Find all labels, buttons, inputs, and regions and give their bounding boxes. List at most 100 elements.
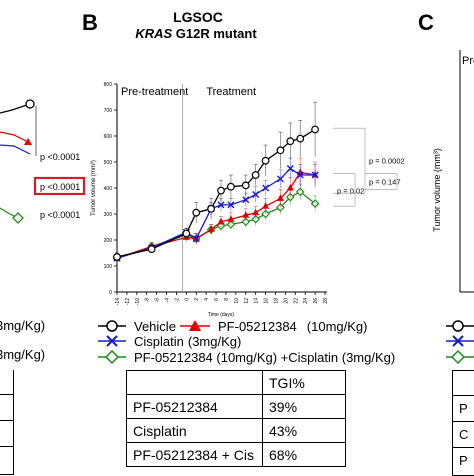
panel-b-subtitle: KRAS G12R mutant (135, 26, 257, 41)
series-line (116, 171, 316, 259)
panel-a-cisplatin-line (0, 144, 31, 155)
legend-pf-label: PF-05212384 (10mg/Kg) (218, 319, 367, 334)
legend-combo-marker (104, 349, 120, 365)
x-tick-label: 6 (214, 298, 220, 301)
x-tick-label: -10 (135, 298, 141, 305)
tgi-row-label: PF-05212384 + Cis (126, 442, 263, 467)
panel-c-legend-cisplatin-marker (452, 335, 464, 347)
y-tick-label: 0 (109, 290, 112, 296)
data-point (227, 182, 235, 191)
bracket-pf-combo (333, 173, 356, 207)
data-point (311, 125, 319, 134)
tgi-header: TGI% (262, 370, 346, 395)
legend-vehicle-marker (106, 320, 118, 332)
data-point (261, 156, 270, 165)
x-tick-label: -2 (174, 298, 180, 303)
tgi-row-value: 43% (262, 418, 346, 443)
x-tick-label: -8 (145, 298, 151, 303)
legend: Vehicle PF-05212384 (10mg/Kg) Cisplatin (3… (98, 319, 395, 365)
phase-label-treatment: Treatment (206, 86, 256, 98)
tgi-table: TGI% PF-05212384 39% Cisplatin 43% PF-05… (126, 370, 346, 467)
panel-a-table-partial (0, 370, 14, 475)
x-tick-label: -4 (165, 298, 171, 303)
data-point (252, 208, 260, 216)
data-point (217, 186, 225, 195)
pvalue-label: p = 0.147 (369, 178, 401, 187)
y-tick-label: 800 (104, 82, 113, 88)
x-tick-label: -14 (115, 298, 121, 305)
x-tick-label: 20 (283, 298, 289, 304)
x-tick-label: 16 (264, 298, 270, 304)
legend-cisplatin-dose: (3mg/Kg) (188, 334, 241, 349)
y-axis-label: Tumor volume (mm³) (91, 160, 97, 216)
x-tick-label: 8 (224, 298, 230, 301)
panel-a-vehicle-line (0, 103, 31, 114)
legend-cisplatin-label: Cisplatin (3mg/Kg) (134, 334, 241, 349)
x-tick-label: 10 (234, 298, 240, 304)
panel-b-letter: B (82, 10, 98, 35)
legend-vehicle-label: Vehicle (134, 319, 176, 334)
data-point (286, 184, 294, 191)
data-point (242, 196, 250, 204)
panel-a-vehicle-marker (25, 99, 35, 109)
panel-a-legend-frag-2: 3mg/Kg) (0, 347, 45, 362)
x-tick-label: 28 (323, 298, 329, 304)
panel-c-legend-partial (446, 320, 474, 365)
x-tick-label: 0 (184, 298, 190, 301)
tgi-row-label: Cisplatin (126, 418, 263, 443)
data-point (296, 134, 305, 143)
tgi-header-blank (126, 370, 263, 395)
tgi-row-label: PF-05212384 (126, 394, 263, 419)
y-tick-label: 700 (104, 108, 113, 114)
panel-c-letter: C (418, 10, 434, 35)
data-point (296, 171, 304, 179)
data-point (262, 202, 270, 209)
data-point (295, 187, 305, 197)
panel-a-pf-line (0, 131, 29, 143)
legend-pf-name: PF-05212384 (218, 319, 297, 334)
panel-c-legend-vehicle-marker (452, 320, 464, 332)
series-line (116, 167, 316, 259)
panel-a-pf-marker (24, 138, 32, 145)
x-tick-label: 24 (303, 298, 309, 304)
panel-c-phase-label: Pre (462, 55, 474, 67)
legend-pf-dose: (10mg/Kg) (307, 319, 368, 334)
tgi-row-value: 68% (262, 442, 346, 467)
data-point (113, 252, 121, 261)
x-tick-label: 12 (244, 298, 250, 304)
x-tick-label: -12 (125, 298, 131, 305)
legend-pf-marker (189, 320, 201, 331)
panel-a-pvalue-1: p <0.0001 (40, 152, 80, 162)
pvalue-label: p = 0.0002 (369, 157, 405, 166)
data-point (276, 194, 284, 201)
x-tick-label: 4 (204, 298, 210, 301)
legend-combo-label: PF-05212384 (10mg/Kg) +Cisplatin (3mg/Kg… (134, 350, 395, 365)
data-point (207, 204, 215, 213)
pvalue-label: p = 0.02 (337, 187, 364, 196)
phase-label-pre: Pre-treatment (121, 86, 188, 98)
y-tick-label: 400 (104, 186, 113, 192)
table-row: Cisplatin 43% (126, 418, 346, 443)
panel-a-highlight-box (33, 176, 86, 196)
panel-a-combo-marker (12, 212, 24, 224)
panel-a-partial: p <0.0001 p <0.0001 p <0.0001 3mg/Kg) 3m… (0, 99, 86, 362)
x-axis-label: Time (days) (208, 312, 235, 318)
panel-a-pvalue-2: p <0.0001 (40, 182, 80, 192)
data-point (227, 201, 235, 209)
legend-cisplatin-name: Cisplatin (134, 334, 184, 349)
data-point (252, 191, 260, 198)
data-point (286, 165, 294, 172)
data-point (242, 211, 250, 218)
panel-b-subtitle-gene: KRAS (135, 26, 172, 41)
y-tick-label: 300 (104, 212, 113, 218)
data-point (276, 146, 285, 155)
data-point (262, 184, 270, 192)
tgi-row-value: 39% (262, 394, 346, 419)
data-point (311, 171, 319, 179)
legend-cisplatin-marker (106, 335, 118, 347)
y-tick-label: 200 (104, 238, 113, 244)
data-point (251, 171, 260, 179)
data-point (192, 235, 200, 243)
